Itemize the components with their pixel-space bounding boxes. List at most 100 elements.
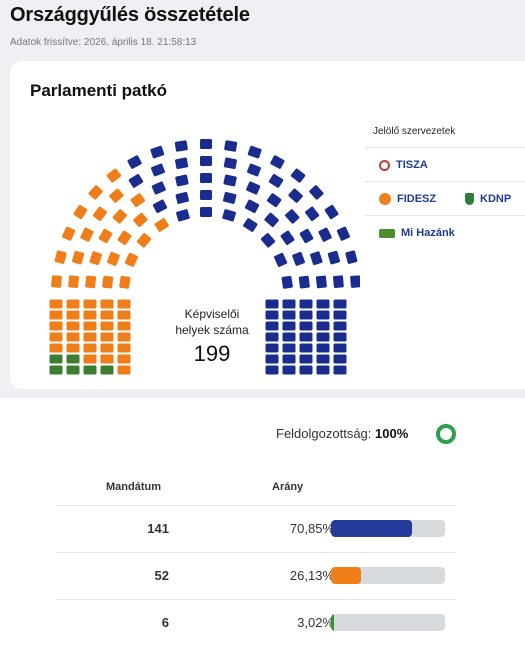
seat: [222, 209, 236, 222]
processing-label: Feldolgozottság:: [276, 426, 372, 441]
seat: [327, 250, 340, 265]
seat: [309, 185, 324, 200]
seat: [66, 365, 80, 375]
seat: [224, 140, 238, 152]
seat: [200, 156, 212, 166]
seat: [333, 332, 347, 342]
seat: [247, 145, 262, 159]
seat: [85, 275, 97, 289]
seat: [83, 343, 97, 353]
seat: [200, 139, 212, 149]
seat: [200, 173, 212, 183]
legend-label: KDNP: [480, 193, 512, 205]
seat: [66, 299, 80, 309]
share-bar-fill: [331, 567, 361, 584]
share-value: 70,85%: [289, 521, 334, 536]
seat: [80, 227, 94, 242]
seat: [130, 193, 145, 208]
page-title: Országgyűlés összetétele: [10, 4, 250, 26]
seat: [66, 332, 80, 342]
legend-item-kdnp[interactable]: KDNP: [465, 193, 511, 205]
seat: [89, 251, 102, 266]
seat: [133, 212, 148, 228]
legend-item-mihazank[interactable]: Mi Hazánk: [379, 227, 455, 239]
seat-caption: Képviselői helyek száma: [150, 306, 274, 338]
fidesz-logo-icon: [379, 193, 391, 205]
seat: [316, 343, 330, 353]
share-bar: [331, 614, 445, 631]
seat: [62, 226, 76, 241]
seat: [285, 209, 300, 224]
seat: [117, 230, 132, 245]
seat: [83, 354, 97, 364]
seat: [127, 155, 142, 169]
seat: [51, 275, 62, 288]
seat: [66, 310, 80, 320]
update-timestamp: Adatok frissítve: 2026. április 18. 21:5…: [10, 37, 197, 48]
legend-item-fidesz[interactable]: FIDESZ: [379, 193, 436, 205]
column-header-seats: Mandátum: [106, 481, 161, 493]
card-title: Parlamenti patkó: [30, 81, 167, 100]
seat: [282, 310, 296, 320]
seat: [83, 332, 97, 342]
seat: [66, 343, 80, 353]
seat: [315, 275, 327, 289]
seat: [281, 275, 293, 289]
seat: [299, 310, 313, 320]
seat: [316, 310, 330, 320]
seat: [83, 310, 97, 320]
seat: [49, 332, 63, 342]
seat: [136, 233, 152, 248]
mihazank-logo-icon: [379, 228, 395, 238]
seat: [102, 275, 114, 289]
seat: [274, 252, 288, 267]
seat: [49, 354, 63, 364]
seat: [49, 365, 63, 375]
seat: [333, 343, 347, 353]
seat: [72, 250, 85, 265]
seat: [222, 191, 237, 204]
seat-total: 199: [193, 341, 231, 366]
seat: [117, 343, 131, 353]
seat: [270, 155, 285, 169]
seat: [68, 275, 80, 289]
seat: [117, 299, 131, 309]
seat: [264, 212, 279, 228]
table-row: 52 26,13%: [56, 552, 456, 598]
seat: [299, 354, 313, 364]
seat: [267, 193, 282, 208]
seat: [54, 250, 67, 264]
seat: [299, 228, 314, 244]
seat: [73, 204, 88, 220]
seat: [265, 321, 279, 331]
seat: [83, 299, 97, 309]
seat: [333, 321, 347, 331]
seat: [280, 230, 295, 245]
seat: [299, 332, 313, 342]
seat: [109, 188, 124, 203]
seat: [333, 299, 347, 309]
seat: [299, 343, 313, 353]
legend-label: FIDESZ: [397, 193, 437, 205]
seat: [282, 343, 296, 353]
legend-item-tisza[interactable]: TISZA: [379, 159, 428, 171]
seat: [299, 365, 313, 375]
seat: [117, 354, 131, 364]
seat: [265, 310, 279, 320]
seat: [100, 299, 114, 309]
seat: [265, 365, 279, 375]
share-value: 26,13%: [289, 568, 334, 583]
share-value: 3,02%: [297, 615, 334, 630]
seat: [336, 226, 350, 241]
seat: [282, 299, 296, 309]
tisza-logo-icon: [379, 159, 390, 171]
seat: [49, 299, 63, 309]
seat: [175, 157, 189, 170]
seat: [316, 321, 330, 331]
seat: [100, 321, 114, 331]
seat: [345, 250, 358, 264]
seat: [310, 251, 323, 266]
seat: [83, 321, 97, 331]
seat: [100, 310, 114, 320]
seat: [298, 275, 310, 289]
